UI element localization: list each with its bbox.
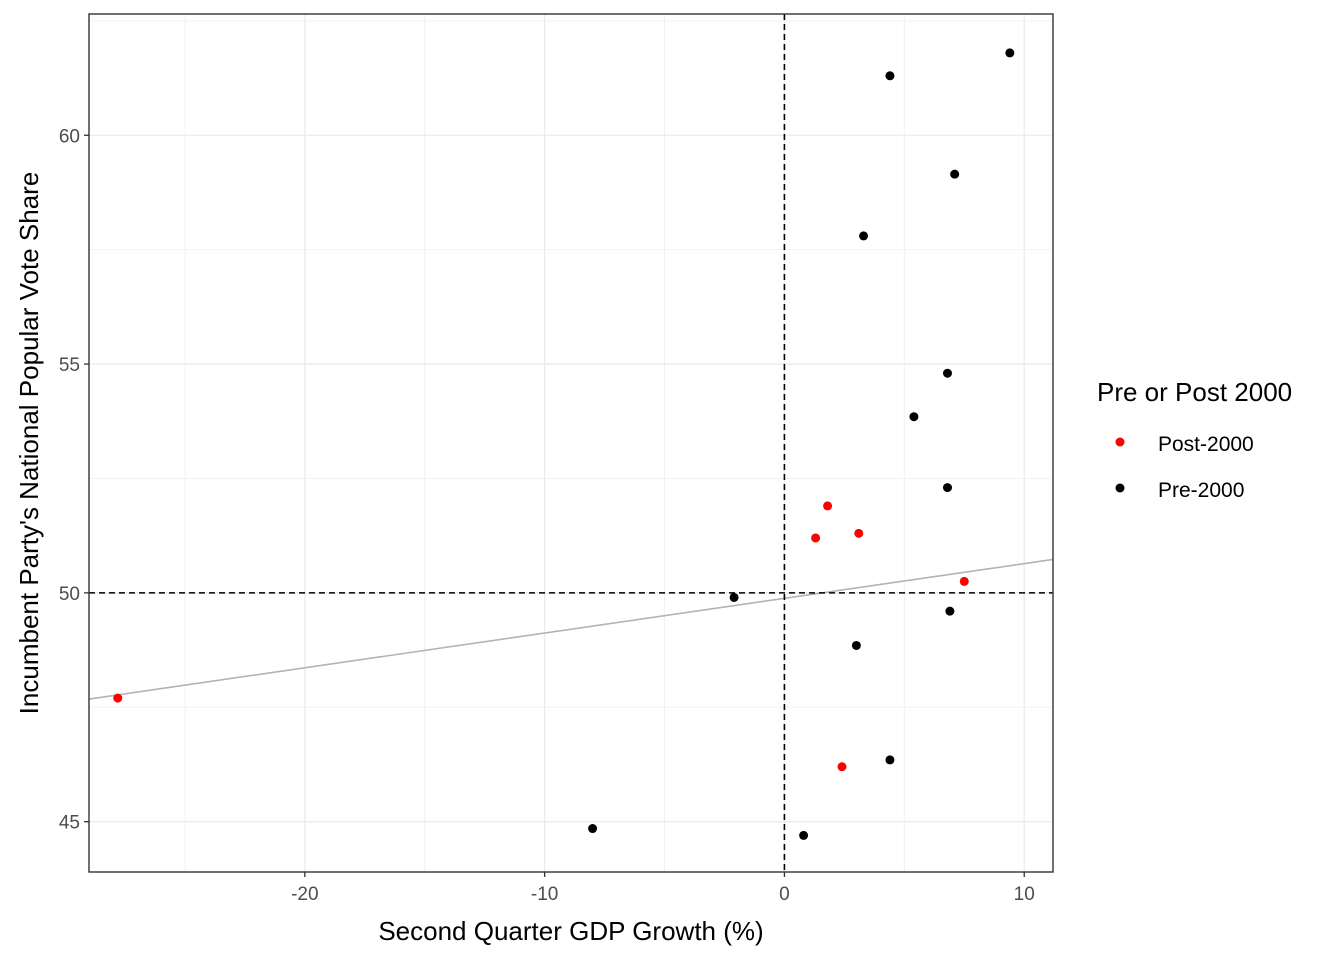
x-tick-label: 0 xyxy=(779,884,790,905)
y-tick-label: 60 xyxy=(59,126,80,147)
minor-grid xyxy=(89,14,1053,872)
data-point-pre-2000 xyxy=(950,169,960,179)
data-point-post-2000 xyxy=(837,762,847,772)
data-point-pre-2000 xyxy=(885,755,895,765)
data-point-pre-2000 xyxy=(588,824,598,834)
data-point-pre-2000 xyxy=(942,483,952,493)
legend-label-pre-2000: Pre-2000 xyxy=(1158,479,1244,502)
legend-key-post-2000 xyxy=(1115,437,1125,447)
data-point-post-2000 xyxy=(854,528,864,538)
x-tick-label: -10 xyxy=(531,884,558,905)
x-axis-ticks: -20 -10 0 10 xyxy=(291,872,1035,905)
data-point-pre-2000 xyxy=(942,368,952,378)
legend-label-post-2000: Post-2000 xyxy=(1158,433,1254,456)
data-points xyxy=(113,48,1015,840)
x-tick-label: 10 xyxy=(1014,884,1035,905)
x-axis-title: Second Quarter GDP Growth (%) xyxy=(378,916,763,946)
data-point-post-2000 xyxy=(811,533,821,543)
y-axis-title: Incumbent Party's National Popular Vote … xyxy=(14,172,44,715)
data-point-post-2000 xyxy=(823,501,833,511)
legend-key-pre-2000 xyxy=(1115,483,1125,493)
y-tick-label: 55 xyxy=(59,355,80,376)
data-point-pre-2000 xyxy=(1005,48,1015,58)
data-point-pre-2000 xyxy=(729,592,739,602)
data-point-pre-2000 xyxy=(909,412,919,422)
reference-lines xyxy=(89,14,1053,872)
y-tick-label: 50 xyxy=(59,584,80,605)
data-point-pre-2000 xyxy=(859,231,869,241)
legend: Pre or Post 2000 Post-2000 Pre-2000 xyxy=(1097,377,1292,502)
x-tick-label: -20 xyxy=(291,884,318,905)
data-point-pre-2000 xyxy=(945,606,955,616)
data-point-pre-2000 xyxy=(851,640,861,650)
data-point-pre-2000 xyxy=(799,830,809,840)
y-axis-ticks: 45 50 55 60 xyxy=(59,126,89,834)
trend-line-group xyxy=(88,558,1054,700)
y-tick-label: 45 xyxy=(59,813,80,834)
panel-border xyxy=(88,13,1054,873)
data-point-post-2000 xyxy=(959,576,969,586)
data-point-post-2000 xyxy=(113,693,123,703)
legend-title: Pre or Post 2000 xyxy=(1097,377,1292,407)
data-point-pre-2000 xyxy=(885,71,895,81)
trend-line xyxy=(88,558,1054,700)
